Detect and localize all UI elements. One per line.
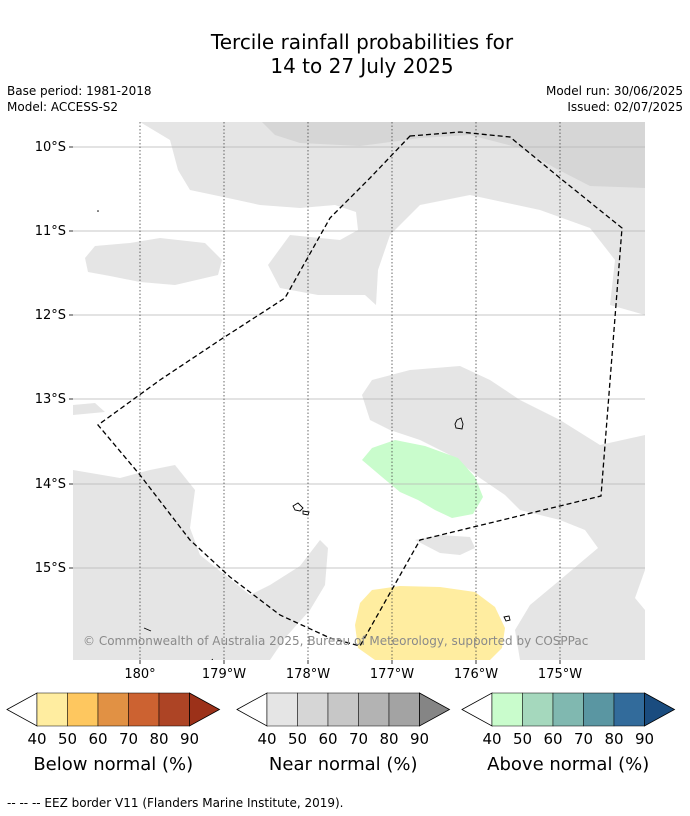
near-normal-region-north <box>73 122 645 315</box>
islands <box>143 417 511 632</box>
below-normal-colorbar-bin-50 <box>67 692 99 727</box>
near-normal-colorbar-low-cap <box>236 692 268 727</box>
below-normal-colorbar-bin-40 <box>36 692 68 727</box>
lat-label-15s: 15°S <box>35 561 66 576</box>
near-normal-colorbar-bin-80 <box>388 692 420 727</box>
above-normal-colorbar-tick: 60 <box>543 730 562 748</box>
near-normal-colorbar-bin-70 <box>358 692 390 727</box>
below-normal-colorbar-bin-80 <box>158 692 190 727</box>
issued-date: Issued: 02/07/2025 <box>567 100 683 114</box>
near-normal-colorbar-tick: 50 <box>288 730 307 748</box>
above-normal-colorbar-bin-70 <box>583 692 615 727</box>
above-normal-colorbar-bin-50 <box>522 692 554 727</box>
model-run: Model run: 30/06/2025 <box>545 84 683 98</box>
above-normal-colorbar-low-cap <box>461 692 493 727</box>
colorbars: 40 50 60 70 80 90 Below normal (%) 40 50 60 70 80 90… <box>6 692 676 775</box>
above-normal-colorbar-tick: 90 <box>635 730 654 748</box>
lon-label-175w: 175°W <box>538 667 582 682</box>
title-line-1: Tercile rainfall probabilities for <box>210 30 514 54</box>
latitude-axis: 10°S 11°S 12°S 13°S 14°S 15°S <box>35 140 73 576</box>
lat-label-14s: 14°S <box>35 477 66 492</box>
above-normal-colorbar-bin-60 <box>552 692 584 727</box>
below-normal-colorbar-tick: 80 <box>149 730 168 748</box>
near-normal-region-central <box>362 366 645 660</box>
lat-label-12s: 12°S <box>35 308 66 323</box>
copyright-text: © Commonwealth of Australia 2025, Bureau… <box>83 634 588 648</box>
near-normal-colorbar-bin-50 <box>297 692 329 727</box>
eez-footnote: -- -- -- EEZ border V11 (Flanders Marine… <box>7 796 344 810</box>
near-normal-colorbar-high-cap <box>419 692 451 727</box>
lat-label-11s: 11°S <box>35 224 66 239</box>
chart-title: Tercile rainfall probabilities for 14 to… <box>0 30 690 78</box>
island-south <box>503 615 511 622</box>
above-normal-colorbar-bin-40 <box>491 692 523 727</box>
near-normal-colorbar-title: Near normal (%) <box>269 754 418 775</box>
below-normal-colorbar-tick: 90 <box>180 730 199 748</box>
above-normal-colorbar-tick: 40 <box>482 730 501 748</box>
below-normal-colorbar-bin-60 <box>97 692 129 727</box>
near-normal-region-west <box>85 238 222 285</box>
island-west-small <box>302 510 310 516</box>
lat-label-13s: 13°S <box>35 392 66 407</box>
lon-label-176w: 176°W <box>454 667 498 682</box>
above-normal-colorbar-tick: 50 <box>513 730 532 748</box>
near-normal-colorbar-bin-40 <box>266 692 298 727</box>
lon-label-179w: 179°W <box>202 667 246 682</box>
lon-label-180: 180° <box>124 667 155 682</box>
below-normal-colorbar-bin-70 <box>128 692 160 727</box>
below-normal-colorbar-title: Below normal (%) <box>33 754 193 775</box>
lon-label-177w: 177°W <box>370 667 414 682</box>
islet-mark <box>211 658 214 660</box>
near-normal-colorbar-tick: 90 <box>410 730 429 748</box>
near-normal-colorbar-tick: 40 <box>257 730 276 748</box>
above-normal-colorbar: 40 50 60 70 80 90 Above normal (%) <box>461 692 676 775</box>
below-normal-colorbar-tick: 60 <box>88 730 107 748</box>
near-normal-colorbar-tick: 70 <box>349 730 368 748</box>
above-normal-colorbar-bin-80 <box>613 692 645 727</box>
near-normal-region-south-center <box>415 535 475 555</box>
island-southwest <box>143 627 152 632</box>
model-name: Model: ACCESS-S2 <box>7 100 119 114</box>
below-normal-colorbar-tick: 50 <box>58 730 77 748</box>
near-normal-colorbar-tick: 80 <box>379 730 398 748</box>
longitude-gridlines <box>139 122 561 660</box>
above-normal-colorbar-high-cap <box>644 692 676 727</box>
below-normal-colorbar-tick: 70 <box>119 730 138 748</box>
island-upolu <box>454 417 464 430</box>
islet-dot <box>97 210 99 212</box>
meta-right: Model run: 30/06/2025 Issued: 02/07/2025 <box>546 83 683 115</box>
below-normal-colorbar-low-cap <box>6 692 38 727</box>
lon-label-178w: 178°W <box>286 667 330 682</box>
near-normal-region-southwest <box>73 403 328 660</box>
latitude-gridlines <box>73 146 645 569</box>
below-normal-region <box>355 586 505 660</box>
below-normal-colorbar-tick: 40 <box>27 730 46 748</box>
meta-left: Base period: 1981-2018 Model: ACCESS-S2 <box>7 83 152 115</box>
near-normal-50-region <box>262 122 645 188</box>
base-period: Base period: 1981-2018 <box>7 84 152 98</box>
above-normal-colorbar-tick: 70 <box>574 730 593 748</box>
island-west <box>292 502 304 512</box>
longitude-axis: 180° 179°W 178°W 177°W 176°W 175°W <box>124 660 582 682</box>
eez-border <box>97 131 623 647</box>
near-normal-colorbar-bin-60 <box>327 692 359 727</box>
near-normal-colorbar-tick: 60 <box>318 730 337 748</box>
title-line-2: 14 to 27 July 2025 <box>270 54 454 78</box>
lat-label-10s: 10°S <box>35 140 66 155</box>
below-normal-colorbar: 40 50 60 70 80 90 Below normal (%) <box>6 692 221 775</box>
below-normal-colorbar-high-cap <box>189 692 221 727</box>
near-normal-colorbar: 40 50 60 70 80 90 Near normal (%) <box>236 692 451 775</box>
above-normal-colorbar-tick: 80 <box>604 730 623 748</box>
above-normal-colorbar-title: Above normal (%) <box>487 754 649 775</box>
